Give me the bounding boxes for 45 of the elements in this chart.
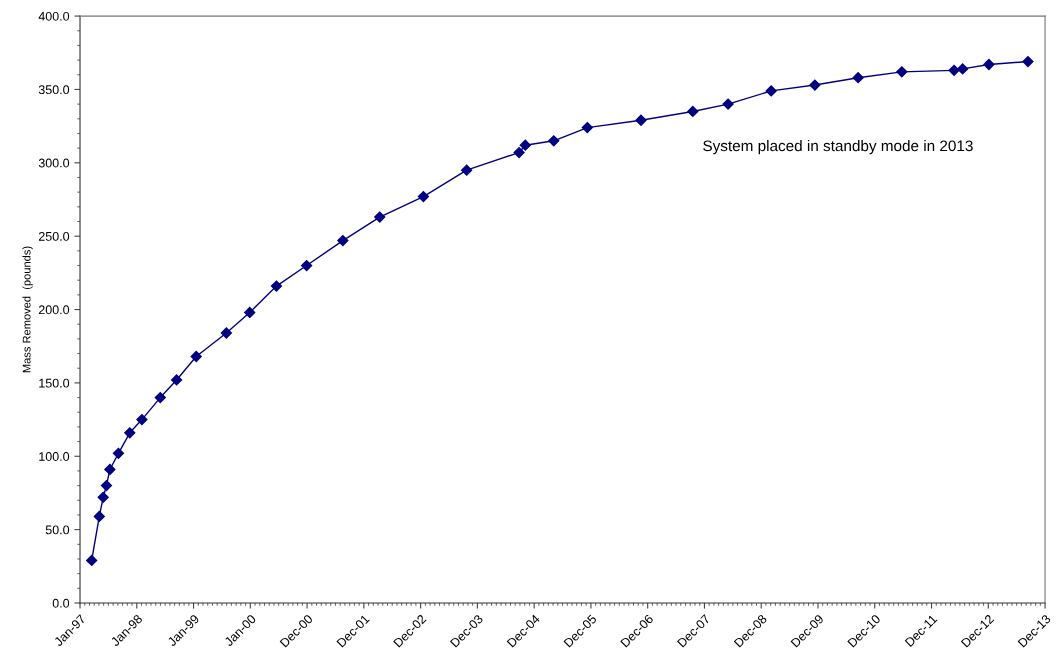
point [417, 190, 430, 203]
y-tick-label: 50.0 [45, 525, 70, 535]
y-tick-label: 300.0 [38, 158, 70, 168]
y-tick-label: 400.0 [38, 11, 70, 21]
point [635, 114, 647, 126]
point [957, 63, 969, 75]
y-tick-label: 250.0 [38, 231, 70, 241]
point [337, 234, 349, 247]
y-tick-label: 0.0 [52, 598, 70, 608]
y-tick-label: 150.0 [39, 378, 70, 388]
point [581, 121, 593, 134]
point [374, 211, 386, 223]
point [124, 427, 136, 439]
point [852, 72, 864, 84]
point [722, 98, 734, 110]
point [154, 391, 166, 404]
point [548, 135, 560, 147]
point [948, 64, 960, 76]
point [687, 105, 699, 118]
point [809, 79, 821, 91]
point [244, 306, 256, 319]
point [220, 327, 232, 339]
point [270, 280, 283, 292]
point [112, 447, 125, 459]
point [93, 510, 105, 523]
point [100, 480, 113, 492]
y-tick-label: 100.0 [39, 452, 70, 461]
point [461, 164, 473, 176]
point [513, 146, 525, 159]
point [97, 491, 109, 503]
point [519, 139, 531, 151]
point [896, 66, 908, 78]
point [1022, 55, 1034, 68]
y-axis-title: Mass Removed (pounds) [22, 246, 33, 373]
point [86, 554, 98, 567]
y-tick-label: 350.0 [38, 85, 70, 95]
y-tick-label: 200.0 [38, 305, 70, 315]
point [104, 463, 116, 476]
point [170, 374, 183, 386]
point [190, 350, 202, 363]
annotation: System placed in standby mode in 2013 [703, 140, 973, 155]
point [983, 58, 995, 71]
point [765, 85, 777, 97]
point [136, 413, 148, 426]
point [301, 259, 313, 272]
